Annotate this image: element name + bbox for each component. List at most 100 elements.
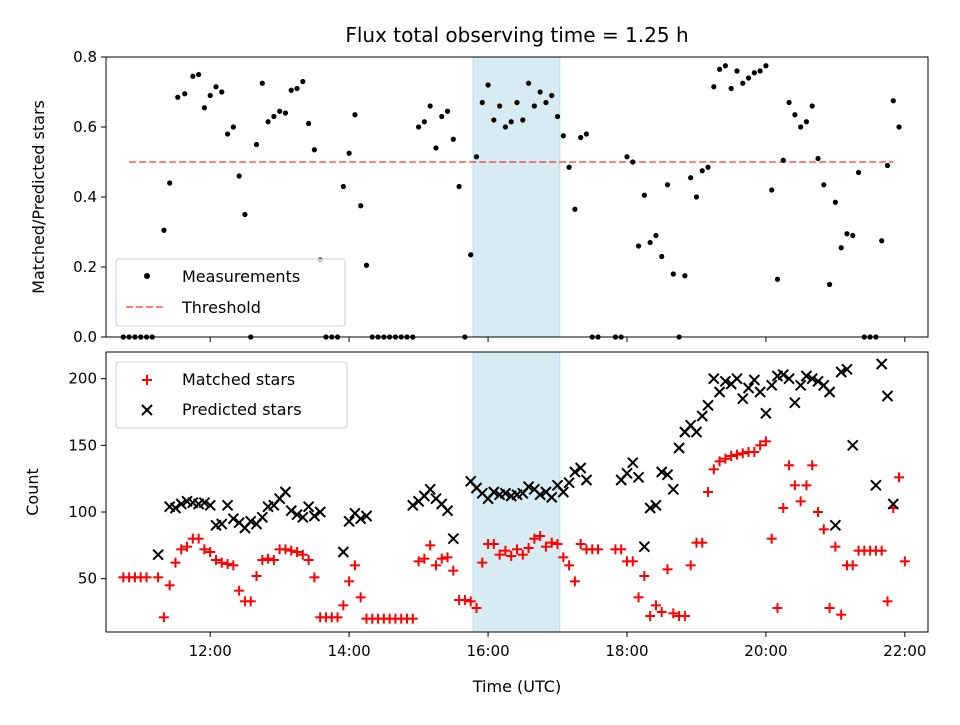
cross-b: [551, 479, 564, 492]
matched-point: [425, 540, 436, 551]
cross-b: [650, 499, 662, 512]
measurements-series: [120, 63, 902, 340]
measurement-point: [774, 276, 781, 282]
axes-frame: [105, 56, 929, 338]
matched-point: [430, 560, 441, 571]
y-axis-label: Count: [23, 468, 42, 516]
predicted-point: [308, 510, 321, 522]
matched-point: [540, 541, 551, 552]
cross-b: [424, 483, 436, 496]
matched-point: [471, 603, 482, 613]
y-tick-label: 0.4: [73, 188, 97, 206]
matched-point: [512, 544, 522, 555]
predicted-point: [407, 499, 419, 512]
predicted-point: [777, 368, 789, 381]
measurement-point: [182, 91, 188, 97]
matched-point: [303, 555, 314, 565]
matched-point: [297, 549, 308, 560]
predicted-point: [875, 358, 888, 370]
matched-point: [176, 544, 187, 555]
matched-point: [795, 496, 806, 507]
cross-b: [627, 456, 639, 469]
measurement-point: [468, 252, 474, 258]
measurement-point: [693, 194, 700, 200]
x-tick-label: 20:00: [744, 642, 787, 660]
cross-b: [169, 502, 182, 514]
predicted-point: [285, 504, 297, 517]
cross-b: [754, 386, 766, 398]
predicted-point: [424, 483, 436, 496]
cross-b: [881, 390, 894, 402]
measurement-point: [792, 112, 798, 118]
matched-point: [286, 545, 297, 556]
measurement-point: [473, 154, 480, 160]
matched-point: [772, 603, 783, 613]
cross-b: [141, 404, 153, 416]
matched-point: [222, 559, 233, 569]
cross-b: [557, 486, 570, 498]
measurement-point: [363, 262, 370, 268]
cross-b: [163, 500, 176, 513]
legend: Matched stars Predicted stars: [115, 361, 348, 429]
measurement-point: [520, 117, 526, 123]
cross-b: [285, 504, 297, 517]
cross-b: [221, 499, 234, 512]
predicted-point: [245, 515, 257, 528]
cross-b: [760, 407, 772, 420]
measurement-point: [294, 85, 300, 92]
matched-point: [703, 487, 714, 497]
predicted-point: [175, 498, 187, 510]
x-axis-label: Time (UTC): [472, 677, 561, 696]
cross-b: [661, 468, 674, 481]
legend: Measurements Threshold: [115, 258, 346, 327]
measurement-point: [271, 113, 277, 120]
matched-point: [679, 611, 690, 621]
legend-plus: [142, 375, 152, 385]
measurement-point: [780, 157, 786, 163]
measurement-point: [531, 103, 537, 109]
y-ticks: 50 100 150 200: [68, 370, 106, 588]
measurement-point: [879, 238, 885, 244]
cross-b: [632, 471, 645, 484]
measurement-point: [190, 73, 196, 79]
measurement-point: [682, 273, 688, 279]
y-tick-label: 150: [68, 436, 97, 454]
chart-title: Flux total observing time = 1.25 h: [345, 23, 688, 47]
measurement-point: [259, 80, 265, 86]
y-tick-label: 0.6: [73, 118, 97, 136]
matched-point: [529, 533, 540, 544]
matched-point: [656, 607, 667, 617]
measurement-point: [641, 192, 647, 198]
matched-point: [784, 460, 795, 471]
matched-point: [558, 552, 569, 563]
axes-frame: [105, 351, 929, 633]
matched-point: [158, 612, 169, 623]
measurement-point: [213, 84, 219, 90]
measurement-point: [740, 80, 746, 86]
predicted-point: [441, 504, 454, 517]
measurement-point: [664, 182, 671, 188]
measurement-point: [346, 150, 352, 156]
cross-b: [835, 366, 847, 378]
matched-point: [830, 541, 841, 552]
cross-b: [719, 375, 732, 388]
measurement-point: [705, 164, 711, 170]
measurement-point: [884, 162, 891, 169]
matched-point: [164, 580, 175, 591]
matched-point: [697, 537, 708, 548]
matched-point: [813, 507, 824, 517]
predicted-point: [354, 512, 367, 525]
matched-point: [882, 596, 893, 607]
cross-b: [690, 426, 703, 438]
measurement-point: [433, 145, 439, 151]
cross-b: [812, 375, 824, 388]
measurement-point: [497, 103, 503, 109]
measurement-point: [769, 187, 775, 193]
matched-point: [517, 549, 528, 560]
predicted-point: [546, 491, 558, 504]
matched-point: [459, 595, 470, 605]
measurement-point: [699, 168, 705, 174]
predicted-point: [569, 466, 581, 478]
measurement-point: [711, 84, 717, 90]
